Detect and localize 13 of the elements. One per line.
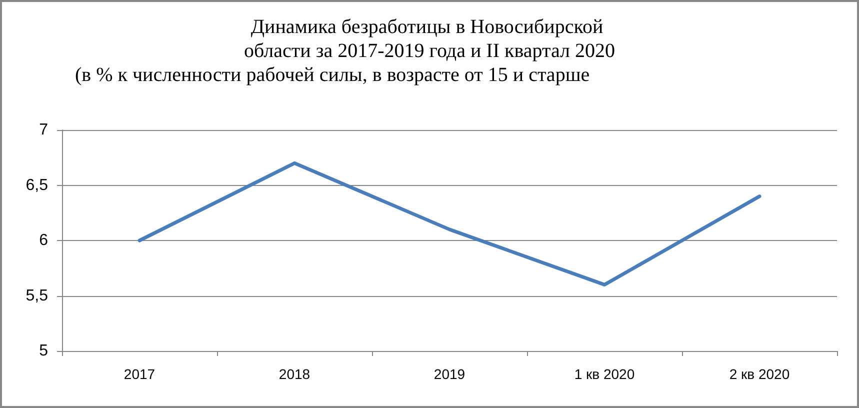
x-tick-label: 2017 xyxy=(124,366,156,382)
y-tick-label: 6 xyxy=(39,232,48,249)
y-tick-label: 5 xyxy=(39,342,48,360)
x-tick-label: 1 кв 2020 xyxy=(574,366,635,382)
x-tick-label: 2018 xyxy=(278,366,310,382)
x-tick-label: 2019 xyxy=(434,366,466,382)
y-tick-label: 6,5 xyxy=(26,176,48,194)
x-tick-label: 2 кв 2020 xyxy=(729,366,790,382)
chart-title: Динамика безработицы в Новосибирской области за 2017-2019 года и II квартал 2020 xyxy=(244,16,616,62)
line-series xyxy=(138,161,762,286)
y-tick-label: 5,5 xyxy=(26,287,48,304)
chart-subtitle: (в % к численности рабочей силы, в возрасте от 15 и старше xyxy=(75,64,590,86)
y-tick-label: 7 xyxy=(39,122,48,138)
